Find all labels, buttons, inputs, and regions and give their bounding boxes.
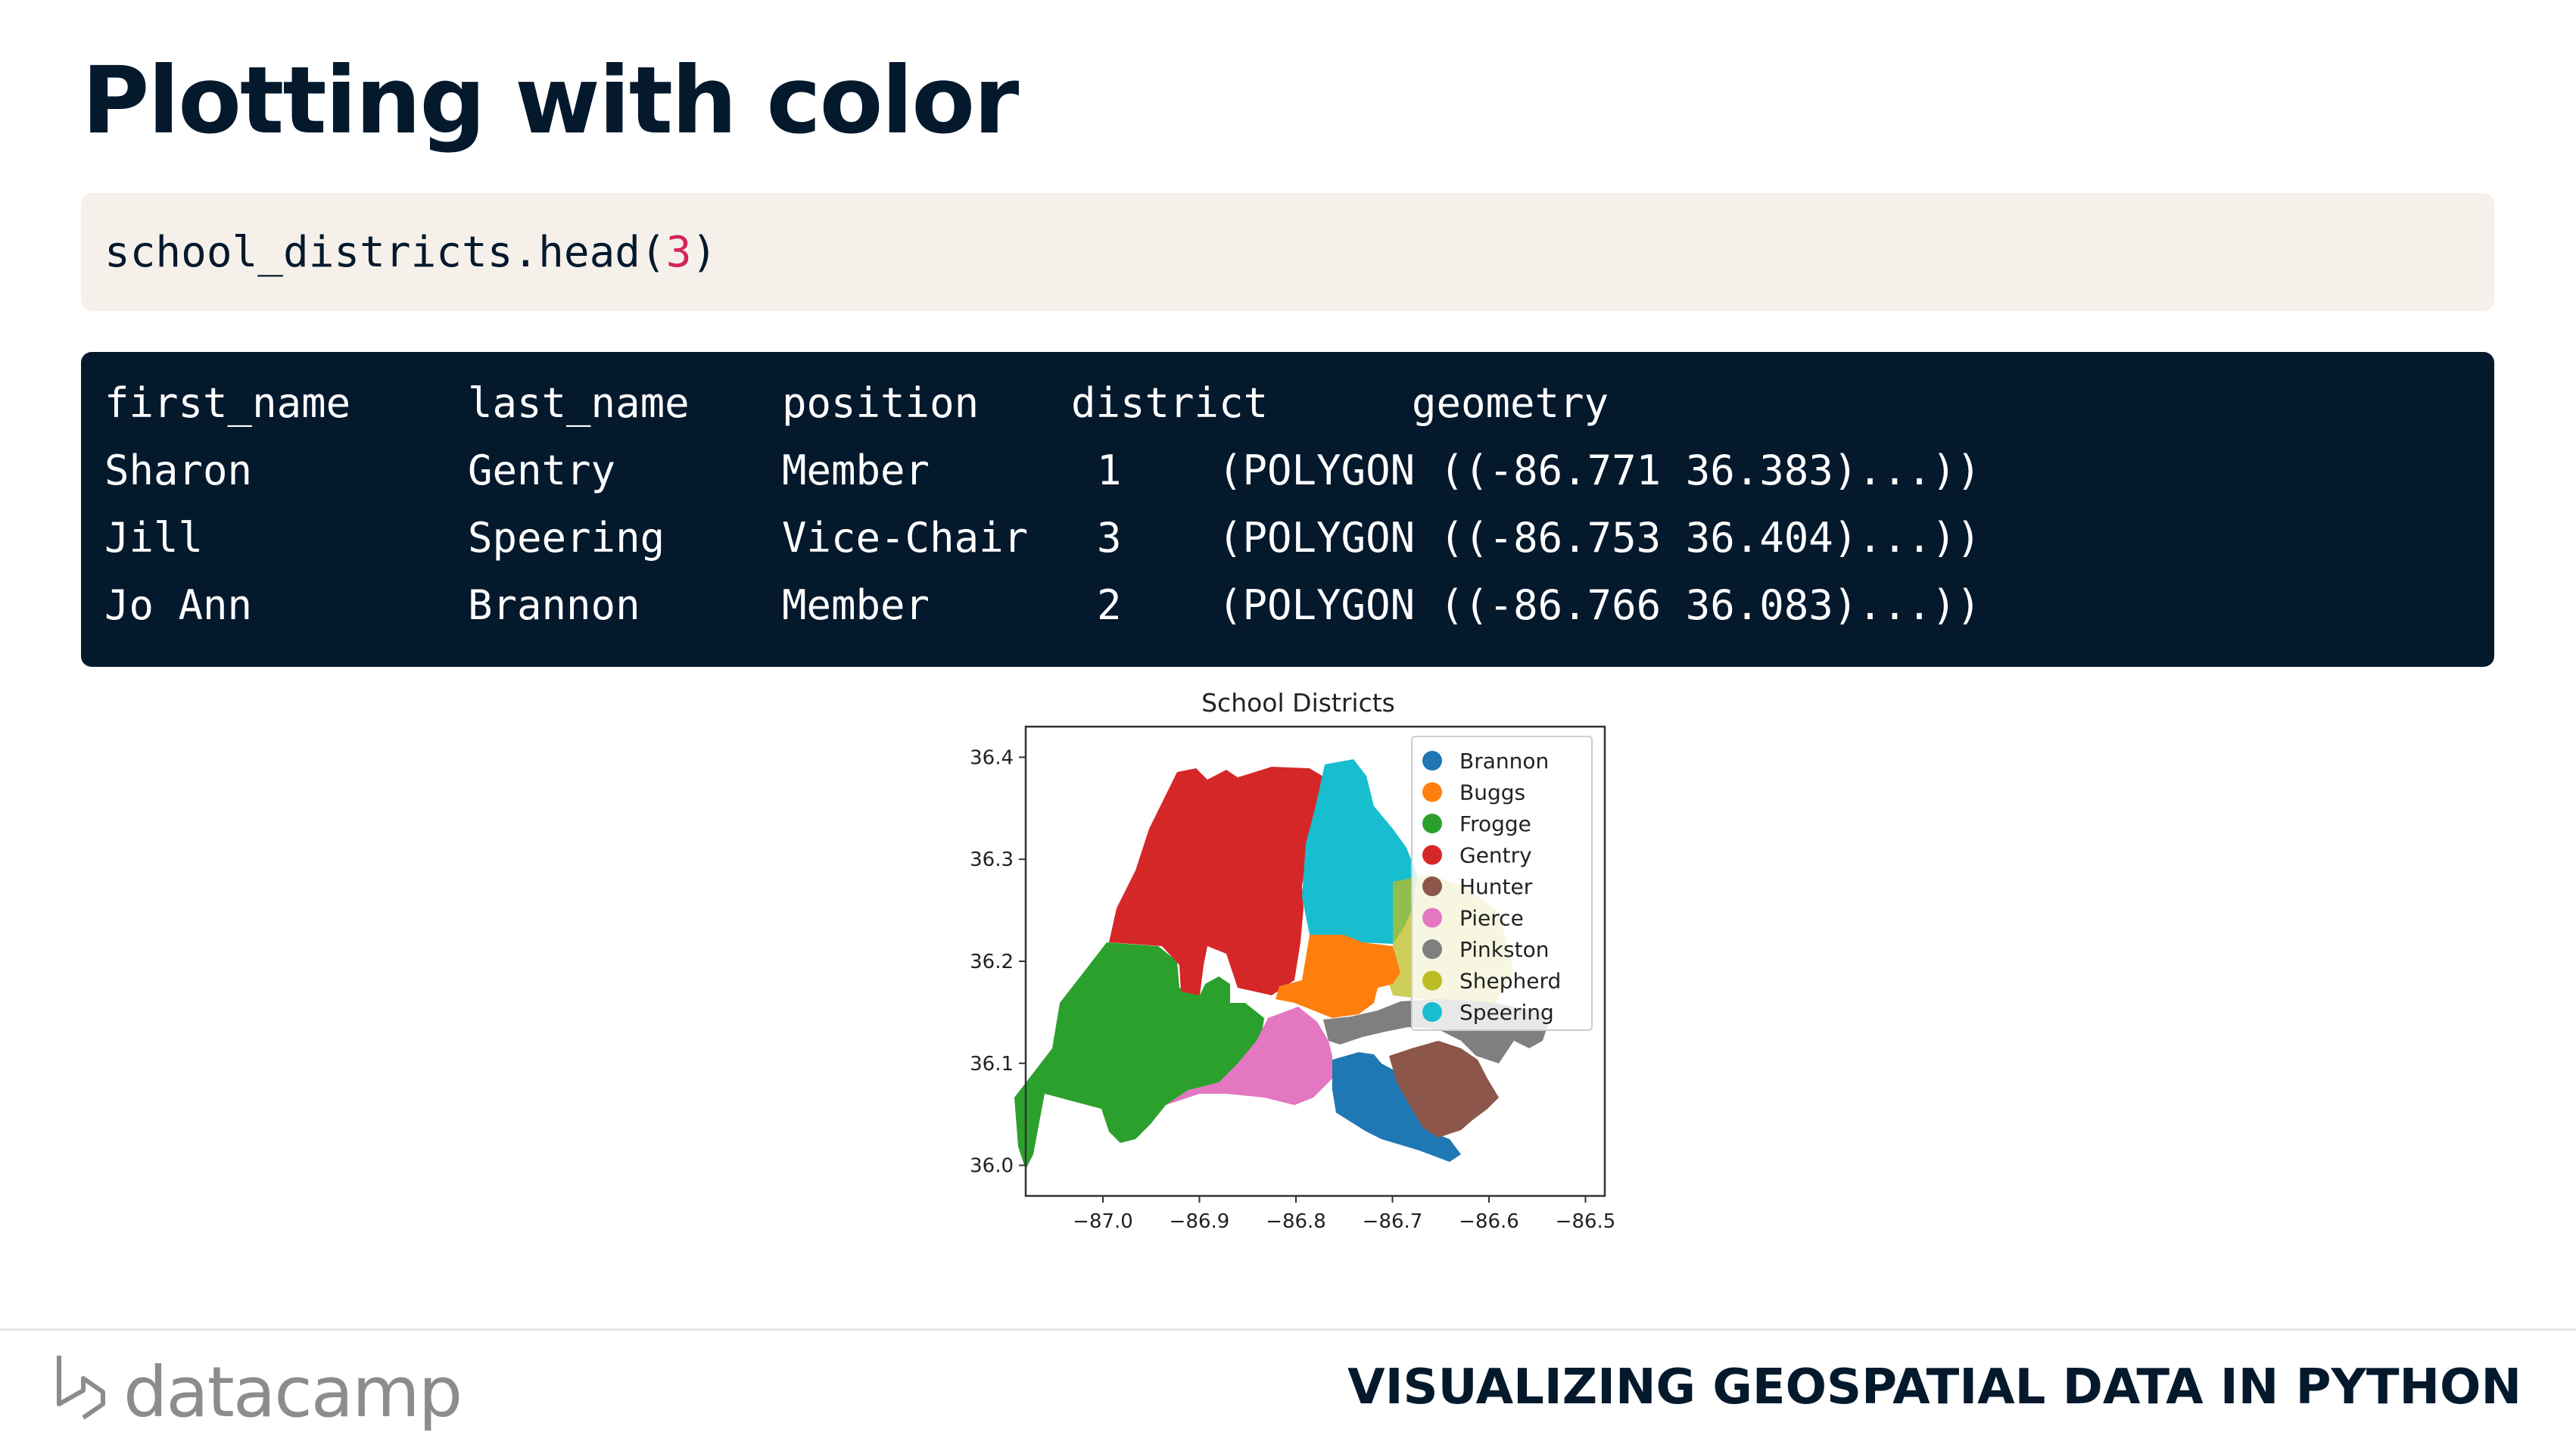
legend-marker	[1422, 845, 1442, 865]
legend-box	[1411, 736, 1593, 1031]
slide-title: Plotting with color	[82, 47, 1019, 154]
legend-label: Frogge	[1459, 811, 1531, 836]
legend-marker	[1422, 814, 1442, 833]
table-cell: Jo Ann	[104, 581, 253, 629]
x-tick-label: −87.0	[1073, 1210, 1133, 1233]
region-brannon	[1332, 1052, 1461, 1162]
table-cell: Speering	[468, 514, 665, 562]
region-gentry	[1109, 767, 1328, 995]
column-header-first-name: first_name	[104, 379, 351, 427]
y-tick-label: 36.2	[970, 951, 1014, 973]
legend-marker	[1422, 1002, 1442, 1022]
legend-marker	[1422, 939, 1442, 959]
chart-title: School Districts	[1201, 688, 1395, 718]
table-cell: Vice-Chair	[782, 514, 1029, 562]
region-pierce	[1166, 1007, 1332, 1105]
legend-label: Hunter	[1459, 874, 1533, 899]
y-tick-label: 36.3	[970, 848, 1014, 871]
legend-marker	[1422, 877, 1442, 896]
legend-label: Pierce	[1459, 906, 1524, 931]
legend: Brannon Buggs Frogge Gentry Hunter Pierce Pink…	[1411, 736, 1593, 1031]
x-tick-label: −86.9	[1170, 1210, 1230, 1233]
x-tick-label: −86.7	[1363, 1210, 1423, 1233]
table-cell: Member	[782, 581, 930, 629]
dataframe-output: first_name last_name position district g…	[81, 352, 2494, 667]
region-speering	[1302, 759, 1417, 944]
code-cell: school_districts.head(3)	[81, 193, 2494, 311]
region-hunter	[1389, 1041, 1499, 1138]
table-cell: 1	[1097, 447, 1122, 494]
legend-marker	[1422, 751, 1442, 771]
axes: −87.0 −86.9 −86.8 −86.7 −86.6 −86.5 36.0 36.1 36…	[970, 746, 1615, 1233]
table-cell: Sharon	[104, 447, 253, 494]
map-chart: School Districts −87.0 −86.9 −86.8 −86.7 −86…	[970, 688, 1615, 1233]
legend-label: Gentry	[1459, 843, 1532, 868]
code-text: school_districts.head(3)	[104, 227, 718, 277]
table-cell: Gentry	[468, 447, 616, 494]
y-tick-label: 36.1	[970, 1053, 1014, 1076]
datacamp-logo-icon	[57, 1356, 105, 1420]
column-header-geometry: geometry	[1412, 379, 1609, 427]
datacamp-logo-text: datacamp	[123, 1352, 463, 1433]
legend-label: Speering	[1459, 1000, 1554, 1025]
column-header-district: district	[1071, 379, 1269, 427]
legend-marker	[1422, 782, 1442, 802]
legend-label: Buggs	[1459, 780, 1525, 805]
legend-label: Pinkston	[1459, 937, 1549, 962]
y-tick-label: 36.0	[970, 1155, 1014, 1178]
legend-marker	[1422, 908, 1442, 928]
table-cell: (POLYGON ((-86.753 36.404)...))	[1218, 514, 1981, 562]
x-tick-label: −86.6	[1459, 1210, 1519, 1233]
column-header-position: position	[782, 379, 980, 427]
legend-marker	[1422, 970, 1442, 991]
footer-divider	[0, 1328, 2576, 1331]
legend-label: Shepherd	[1459, 969, 1561, 994]
table-cell: Jill	[104, 514, 204, 562]
table-cell: Brannon	[468, 581, 640, 629]
code-number: 3	[665, 227, 692, 277]
table-cell: (POLYGON ((-86.771 36.383)...))	[1218, 447, 1981, 494]
table-cell: 3	[1097, 514, 1122, 562]
x-tick-label: −86.8	[1266, 1210, 1326, 1233]
region-buggs	[1276, 935, 1400, 1018]
course-title: VISUALIZING GEOSPATIAL DATA IN PYTHON	[1347, 1359, 2521, 1415]
region-frogge	[1014, 942, 1264, 1169]
column-header-last-name: last_name	[468, 379, 690, 427]
table-cell: (POLYGON ((-86.766 36.083)...))	[1218, 581, 1981, 629]
table-cell: 2	[1097, 581, 1122, 629]
legend-label: Brannon	[1459, 749, 1549, 774]
y-tick-label: 36.4	[970, 746, 1014, 769]
table-cell: Member	[782, 447, 930, 494]
x-tick-label: −86.5	[1556, 1210, 1616, 1233]
school-districts-map: School Districts −87.0 −86.9 −86.8 −86.7 −86…	[939, 685, 1620, 1238]
